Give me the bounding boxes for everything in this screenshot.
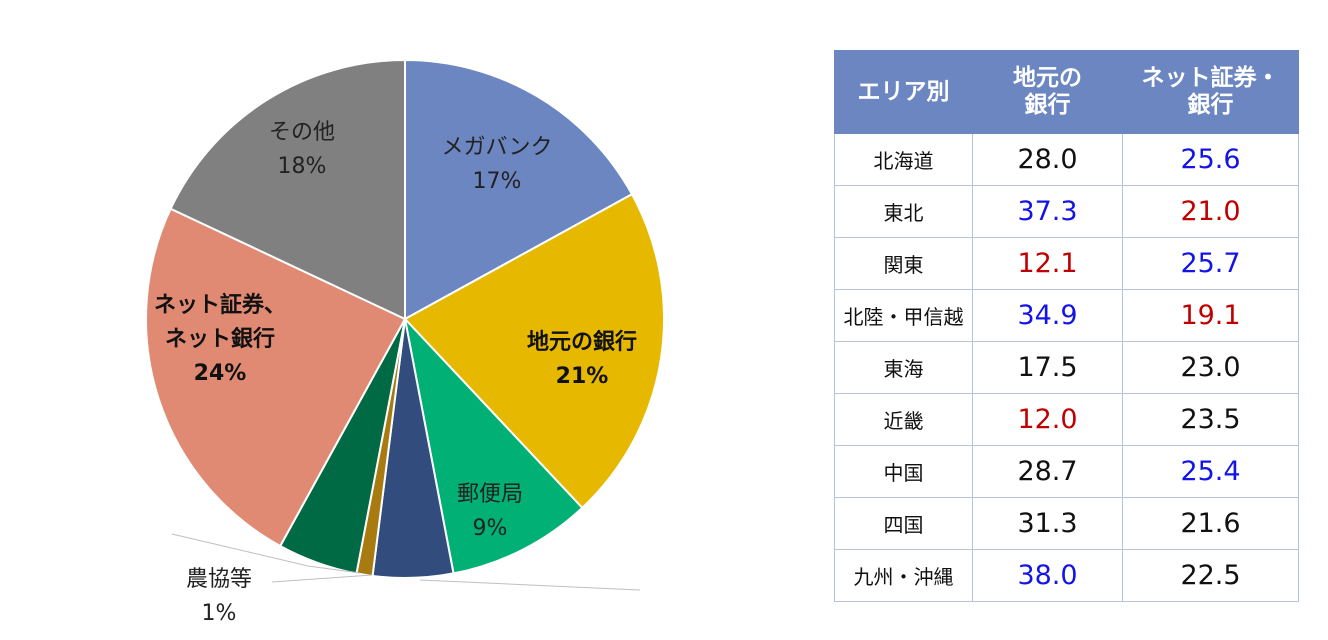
pie-label-percent: 21% xyxy=(555,364,609,389)
pie-label-name: ネット銀行 xyxy=(164,327,276,352)
cell-local-bank: 12.1 xyxy=(972,237,1123,290)
leader-line xyxy=(419,579,641,591)
pie-label-net: ネット証券、 ネット銀行 24% xyxy=(154,289,286,391)
pie-label-name: その他 xyxy=(268,120,336,145)
table-header-row: エリア別 地元の 銀行 ネット証券・ 銀行 xyxy=(834,50,1299,134)
pie-label-percent: 1% xyxy=(201,601,237,626)
table-row: 関東 12.1 25.7 xyxy=(834,237,1299,290)
cell-net: 21.6 xyxy=(1122,497,1299,550)
cell-net: 25.7 xyxy=(1122,237,1299,290)
header-area: エリア別 xyxy=(834,50,973,134)
pie-slice-other xyxy=(169,58,406,321)
cell-area: 近畿 xyxy=(834,393,973,446)
cell-local-bank: 37.3 xyxy=(972,185,1123,238)
pie-label-nokyo: 農協等 1% xyxy=(186,563,252,631)
area-comparison-table: エリア別 地元の 銀行 ネット証券・ 銀行 北海道 28.0 25.6 東北 37.3 21.… xyxy=(834,50,1299,602)
cell-area: 北陸・甲信越 xyxy=(834,289,973,342)
table-row: 近畿 12.0 23.5 xyxy=(834,393,1299,446)
cell-local-bank: 31.3 xyxy=(972,497,1123,550)
cell-local-bank: 17.5 xyxy=(972,341,1123,394)
cell-area: 北海道 xyxy=(834,133,973,186)
pie-label-local_bank: 地元の銀行 21% xyxy=(527,326,637,394)
cell-area: 中国 xyxy=(834,445,973,498)
cell-local-bank: 28.7 xyxy=(972,445,1123,498)
table-row: 四国 31.3 21.6 xyxy=(834,497,1299,550)
cell-local-bank: 34.9 xyxy=(972,289,1123,342)
pie-chart: メガバンク 17% 地元の銀行 21% 郵便局 9% 農協等 1% ネット証券、 ネット銀行 24%… xyxy=(145,58,665,631)
cell-area: 東北 xyxy=(834,185,973,238)
header-local-bank: 地元の 銀行 xyxy=(972,50,1123,134)
pie-slice-post_office xyxy=(403,315,584,575)
pie-slice-local_bank xyxy=(403,192,665,510)
pie-slice-megabank xyxy=(404,58,634,321)
table-row: 中国 28.7 25.4 xyxy=(834,445,1299,498)
area-table: エリア別 地元の 銀行 ネット証券・ 銀行 北海道 28.0 25.6 東北 37.3 21.… xyxy=(834,50,1299,602)
cell-area: 関東 xyxy=(834,237,973,290)
leader-line xyxy=(271,574,373,583)
pie-slice-net xyxy=(145,207,407,548)
pie-chart-svg xyxy=(145,58,665,591)
cell-local-bank: 28.0 xyxy=(972,133,1123,186)
cell-net: 21.0 xyxy=(1122,185,1299,238)
pie-label-name: 郵便局 xyxy=(456,482,524,507)
cell-net: 19.1 xyxy=(1122,289,1299,342)
cell-net: 25.6 xyxy=(1122,133,1299,186)
cell-net: 23.5 xyxy=(1122,393,1299,446)
cell-area: 東海 xyxy=(834,341,973,394)
cell-net: 22.5 xyxy=(1122,549,1299,602)
table-row: 東海 17.5 23.0 xyxy=(834,341,1299,394)
pie-label-percent: 24% xyxy=(193,361,247,386)
pie-label-name: メガバンク xyxy=(441,135,553,160)
table-body: 北海道 28.0 25.6 東北 37.3 21.0 関東 12.1 25.7 北陸・甲信越 34.… xyxy=(834,133,1299,602)
pie-label-percent: 9% xyxy=(472,516,508,541)
cell-area: 九州・沖縄 xyxy=(834,549,973,602)
pie-label-post_office: 郵便局 9% xyxy=(457,478,523,546)
cell-local-bank: 38.0 xyxy=(972,549,1123,602)
table-row: 北陸・甲信越 34.9 19.1 xyxy=(834,289,1299,342)
pie-label-percent: 17% xyxy=(472,169,522,194)
cell-net: 23.0 xyxy=(1122,341,1299,394)
pie-label-percent: 18% xyxy=(277,154,327,179)
pie-label-name: 地元の銀行 xyxy=(526,330,638,355)
table-row: 北海道 28.0 25.6 xyxy=(834,133,1299,186)
leader-line xyxy=(171,533,361,574)
cell-local-bank: 12.0 xyxy=(972,393,1123,446)
cell-net: 25.4 xyxy=(1122,445,1299,498)
header-net: ネット証券・ 銀行 xyxy=(1122,50,1299,134)
table-row: 東北 37.3 21.0 xyxy=(834,185,1299,238)
pie-label-name: ネット証券、 xyxy=(153,293,287,318)
cell-area: 四国 xyxy=(834,497,973,550)
pie-label-megabank: メガバンク 17% xyxy=(441,131,552,199)
pie-label-other: その他 18% xyxy=(269,116,335,184)
pie-label-name: 農協等 xyxy=(185,567,253,592)
table-row: 九州・沖縄 38.0 22.5 xyxy=(834,549,1299,602)
